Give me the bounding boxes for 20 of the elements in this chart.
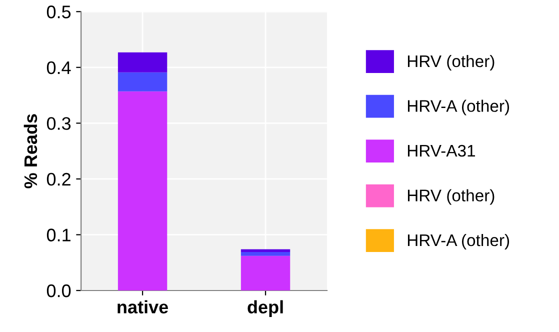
bar — [118, 91, 168, 290]
x-tick-label: depl — [248, 300, 283, 318]
bar — [118, 72, 168, 92]
bar — [240, 252, 290, 256]
y-axis-title: % Reads — [24, 114, 38, 188]
legend-label: HRV-A31 — [408, 144, 475, 157]
bar — [240, 249, 290, 252]
x-tick-label: native — [118, 300, 168, 314]
y-tick-label: 0.1 — [46, 228, 70, 242]
y-tick-label: 0.4 — [46, 61, 71, 74]
y-tick-label: 0.0 — [46, 284, 71, 298]
y-tick-label: 0.2 — [46, 172, 70, 186]
bar — [118, 52, 168, 72]
legend-label: HRV-A (other) — [408, 234, 510, 250]
legend-label: HRV-A (other) — [408, 100, 510, 116]
legend-label: HRV (other) — [408, 54, 494, 70]
y-tick-label: 0.3 — [46, 117, 71, 130]
legend-label: HRV (other) — [408, 189, 494, 205]
bar — [240, 256, 290, 290]
y-tick-label: 0.5 — [46, 6, 71, 18]
